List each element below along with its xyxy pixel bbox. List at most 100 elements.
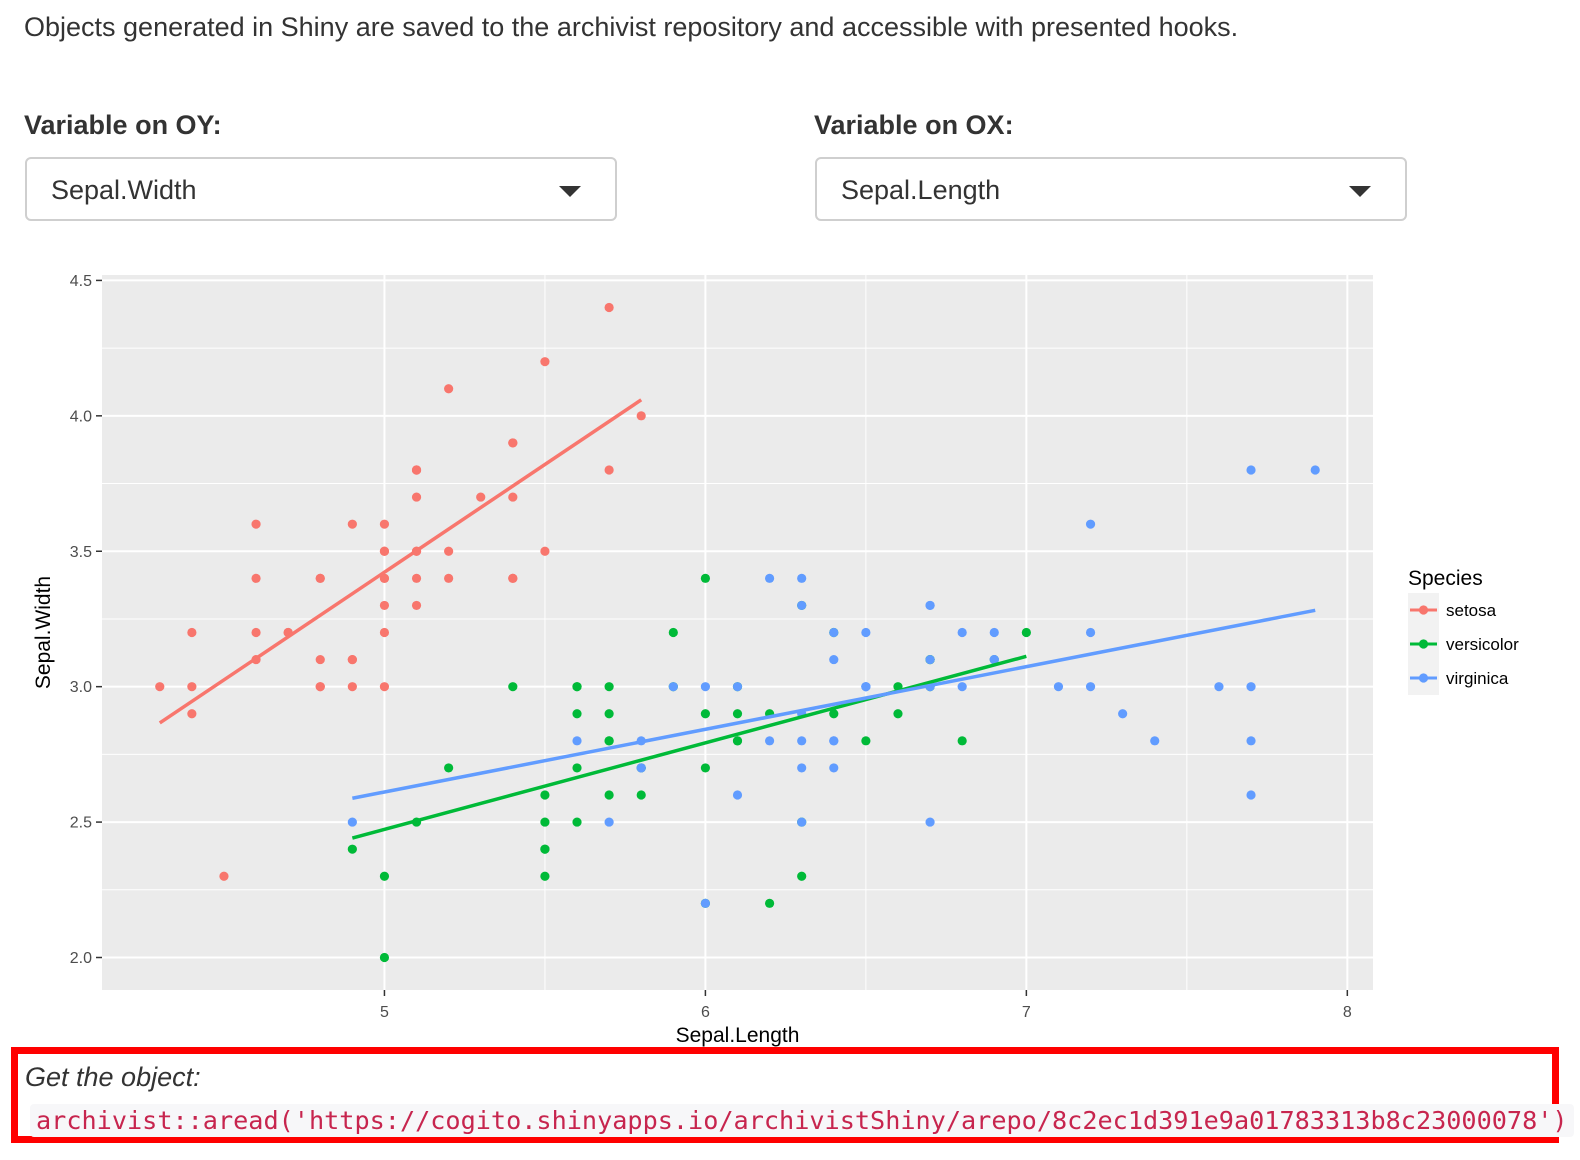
fit-lines xyxy=(158,398,1316,840)
point-versicolor xyxy=(540,844,550,854)
axes: 5 6 7 8 2.0 2.5 3.0 3.5 4.0 4.5 xyxy=(70,273,1352,1021)
legend-title: Species xyxy=(1408,567,1483,590)
point-setosa xyxy=(251,573,261,583)
point-virginica xyxy=(668,682,678,692)
y-tick-label: 4.5 xyxy=(70,273,92,290)
point-versicolor xyxy=(732,736,743,746)
point-setosa xyxy=(347,519,357,529)
point-virginica xyxy=(347,817,357,827)
hook-box: Get the object: archivist::aread('https:… xyxy=(11,1047,1574,1143)
fit-line-virginica xyxy=(352,608,1316,800)
ox-label: Variable on OX: xyxy=(814,110,1014,140)
y-tick-label: 2.0 xyxy=(70,950,92,967)
point-versicolor xyxy=(668,627,678,638)
oy-select-value: Sepal.Width xyxy=(51,175,197,205)
point-setosa xyxy=(508,573,518,583)
point-setosa xyxy=(187,682,197,692)
legend-dot-setosa xyxy=(1418,605,1429,615)
point-virginica xyxy=(636,763,646,773)
point-virginica xyxy=(957,682,967,692)
point-virginica xyxy=(989,627,999,638)
point-virginica xyxy=(797,573,807,583)
point-versicolor xyxy=(604,736,614,746)
point-virginica xyxy=(1246,736,1256,746)
point-versicolor xyxy=(797,871,807,881)
point-virginica xyxy=(1246,790,1256,800)
point-setosa xyxy=(219,871,229,881)
point-virginica xyxy=(1085,519,1096,529)
point-virginica xyxy=(829,736,839,746)
ox-select[interactable]: Sepal.Length xyxy=(815,157,1407,221)
legend-label-versicolor: versicolor xyxy=(1446,635,1519,654)
point-setosa xyxy=(187,709,197,719)
point-versicolor xyxy=(347,844,357,854)
point-virginica xyxy=(797,600,807,611)
x-tick-label: 7 xyxy=(1022,1004,1031,1021)
point-versicolor xyxy=(379,952,390,963)
point-virginica xyxy=(764,736,775,746)
point-virginica xyxy=(829,763,839,773)
point-setosa xyxy=(604,465,614,475)
point-setosa xyxy=(379,546,390,556)
point-setosa xyxy=(444,573,454,583)
y-axis-label: Sepal.Width xyxy=(32,576,55,689)
point-setosa xyxy=(379,600,390,611)
point-setosa xyxy=(155,682,165,692)
plot-panel xyxy=(102,275,1373,990)
point-setosa xyxy=(411,573,422,583)
point-versicolor xyxy=(700,709,711,719)
fit-line-versicolor xyxy=(351,654,1027,840)
point-virginica xyxy=(1246,682,1256,692)
point-virginica xyxy=(700,682,711,692)
point-versicolor xyxy=(540,790,550,800)
point-virginica xyxy=(1085,682,1096,692)
legend-dot-virginica xyxy=(1418,673,1429,683)
point-versicolor xyxy=(861,736,871,746)
point-setosa xyxy=(476,492,486,502)
point-virginica xyxy=(925,600,935,611)
point-versicolor xyxy=(604,790,614,800)
point-setosa xyxy=(508,492,518,502)
point-versicolor xyxy=(732,709,743,719)
point-virginica xyxy=(797,736,807,746)
point-virginica xyxy=(829,654,839,665)
point-versicolor xyxy=(764,898,775,908)
point-versicolor xyxy=(1021,627,1031,638)
point-versicolor xyxy=(379,871,390,881)
point-versicolor xyxy=(572,682,582,692)
point-setosa xyxy=(444,546,454,556)
point-versicolor xyxy=(572,817,582,827)
point-virginica xyxy=(732,790,743,800)
point-virginica xyxy=(797,817,807,827)
point-versicolor xyxy=(829,709,839,719)
point-virginica xyxy=(1150,736,1160,746)
hook-code[interactable]: archivist::aread('https://cogito.shinyap… xyxy=(30,1104,1574,1137)
point-setosa xyxy=(411,465,422,475)
point-setosa xyxy=(444,384,454,394)
chevron-down-icon xyxy=(1349,186,1371,197)
point-virginica xyxy=(700,898,711,908)
point-setosa xyxy=(347,654,357,665)
legend: Species setosa versicolor virginica xyxy=(1408,567,1519,695)
point-setosa xyxy=(379,519,390,529)
point-versicolor xyxy=(444,763,454,773)
point-virginica xyxy=(1310,465,1320,475)
chevron-down-icon xyxy=(559,186,581,197)
point-versicolor xyxy=(700,573,711,583)
point-setosa xyxy=(636,411,646,421)
scatter-plot: 5 6 7 8 2.0 2.5 3.0 3.5 4.0 4.5 Sepal.Length Sepa… xyxy=(32,273,1519,1047)
oy-label: Variable on OY: xyxy=(24,110,222,140)
ox-select-value: Sepal.Length xyxy=(841,175,1001,205)
y-tick-label: 3.5 xyxy=(70,544,92,561)
point-setosa xyxy=(315,573,325,583)
x-tick-label: 5 xyxy=(380,1004,389,1021)
point-setosa xyxy=(379,573,390,583)
point-setosa xyxy=(540,357,550,367)
point-versicolor xyxy=(636,790,646,800)
point-versicolor xyxy=(604,682,614,692)
point-virginica xyxy=(1246,465,1256,475)
point-virginica xyxy=(989,654,999,665)
x-tick-label: 6 xyxy=(701,1004,710,1021)
point-setosa xyxy=(251,519,261,529)
oy-select[interactable]: Sepal.Width xyxy=(25,157,617,221)
